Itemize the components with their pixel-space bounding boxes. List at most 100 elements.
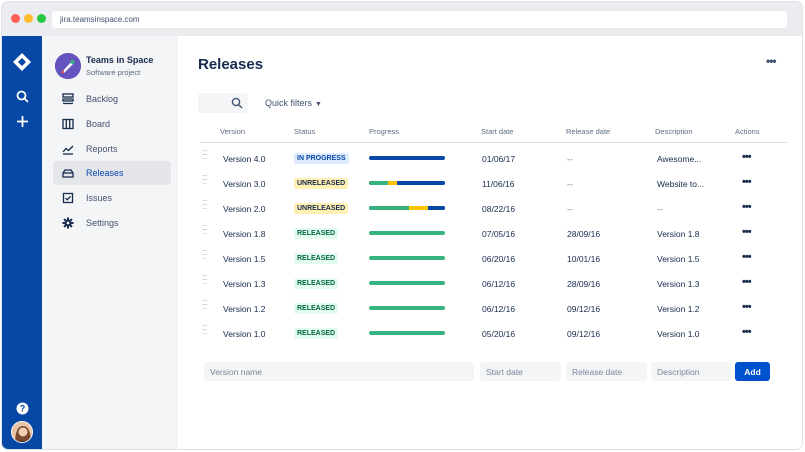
version-name-cell[interactable]: Version 4.0 — [223, 154, 266, 164]
release-date-cell: -- — [567, 204, 573, 214]
progress-bar — [369, 331, 445, 335]
progress-bar — [369, 281, 445, 285]
progress-done-segment — [369, 256, 445, 260]
header-divider — [200, 142, 788, 143]
progress-todo-segment — [428, 206, 445, 210]
sidebar-item-settings[interactable]: Settings — [53, 211, 171, 235]
row-actions-button[interactable]: ••• — [742, 151, 752, 163]
version-name-cell[interactable]: Version 1.3 — [223, 279, 266, 289]
status-lozenge: RELEASED — [294, 328, 339, 339]
drag-handle-icon[interactable]: :::::: — [202, 297, 207, 311]
page-title: Releases — [198, 56, 264, 73]
row-actions-button[interactable]: ••• — [742, 276, 752, 288]
gear-icon — [61, 216, 75, 230]
row-actions-button[interactable]: ••• — [742, 251, 752, 263]
column-header-progress[interactable]: Progress — [369, 127, 400, 136]
drag-handle-icon[interactable]: :::::: — [202, 272, 207, 286]
chevron-down-icon: ▼ — [315, 101, 322, 108]
status-lozenge: RELEASED — [294, 253, 339, 264]
jira-logo-icon[interactable] — [2, 52, 42, 72]
sidebar-item-board[interactable]: Board — [53, 112, 171, 136]
version-name-cell[interactable]: Version 3.0 — [223, 179, 266, 189]
progress-done-segment — [369, 281, 445, 285]
version-name-input[interactable] — [204, 362, 474, 381]
table-row[interactable]: :::::: Version 3.0 UNRELEASED 11/06/16 -- Web… — [178, 170, 802, 195]
row-actions-button[interactable]: ••• — [742, 226, 752, 238]
close-window-button[interactable] — [11, 14, 20, 23]
row-actions-button[interactable]: ••• — [742, 176, 752, 188]
version-name-cell[interactable]: Version 1.8 — [223, 229, 266, 239]
release-date-cell: 09/12/16 — [567, 329, 601, 339]
search-input[interactable] — [198, 93, 248, 113]
progress-todo-segment — [369, 156, 445, 160]
row-actions-button[interactable]: ••• — [742, 326, 752, 338]
progress-bar — [369, 156, 445, 160]
table-row[interactable]: :::::: Version 2.0 UNRELEASED 08/22/16 -- -- •… — [178, 195, 802, 220]
release-date-input[interactable] — [566, 362, 647, 381]
sidebar-item-releases[interactable]: Releases — [53, 161, 171, 185]
drag-handle-icon[interactable]: :::::: — [202, 247, 207, 261]
progress-todo-segment — [397, 181, 445, 185]
description-cell: Version 1.0 — [657, 329, 700, 339]
description-input[interactable] — [651, 362, 731, 381]
sidebar-item-backlog[interactable]: Backlog — [53, 87, 171, 111]
main-content: Releases ••• Quick filters ▼ Version Stat… — [178, 36, 802, 449]
progress-bar — [369, 181, 445, 185]
help-icon[interactable]: ? — [2, 402, 42, 415]
drag-handle-icon[interactable]: :::::: — [202, 172, 207, 186]
description-cell: Awesome... — [657, 154, 702, 164]
status-lozenge: IN PROGRESS — [294, 153, 349, 164]
progress-done-segment — [369, 306, 445, 310]
table-row[interactable]: :::::: Version 1.8 RELEASED 07/05/16 28/09/1… — [178, 220, 802, 245]
column-header-version[interactable]: Version — [220, 127, 246, 136]
start-date-input[interactable] — [480, 362, 561, 381]
add-version-button[interactable]: Add — [735, 362, 770, 381]
version-name-cell[interactable]: Version 2.0 — [223, 204, 266, 214]
releases-icon — [61, 166, 75, 180]
project-avatar[interactable] — [55, 53, 81, 79]
sidebar-item-reports[interactable]: Reports — [53, 137, 171, 161]
create-plus-icon[interactable] — [2, 115, 42, 128]
drag-handle-icon[interactable]: :::::: — [202, 147, 207, 161]
sidebar-item-issues[interactable]: Issues — [53, 186, 171, 210]
backlog-icon — [61, 92, 75, 106]
address-bar[interactable]: jira.teamsinspace.com — [52, 11, 787, 28]
column-header-description[interactable]: Description — [655, 127, 693, 136]
minimize-window-button[interactable] — [24, 14, 33, 23]
quick-filters-dropdown[interactable]: Quick filters ▼ — [265, 98, 322, 108]
drag-handle-icon[interactable]: :::::: — [202, 222, 207, 236]
column-header-release-date[interactable]: Release date — [566, 127, 611, 136]
table-row[interactable]: :::::: Version 4.0 IN PROGRESS 01/06/17 -- Aw… — [178, 145, 802, 170]
table-row[interactable]: :::::: Version 1.2 RELEASED 06/12/16 09/12/1… — [178, 295, 802, 320]
table-row[interactable]: :::::: Version 1.3 RELEASED 06/12/16 28/09/1… — [178, 270, 802, 295]
progress-bar — [369, 256, 445, 260]
sidebar-item-label: Reports — [86, 144, 118, 154]
version-name-cell[interactable]: Version 1.2 — [223, 304, 266, 314]
sidebar-item-label: Backlog — [86, 94, 119, 104]
release-date-cell: 28/09/16 — [567, 229, 601, 239]
version-name-cell[interactable]: Version 1.0 — [223, 329, 266, 339]
progress-done-segment — [369, 231, 445, 235]
release-date-cell: 28/09/16 — [567, 279, 601, 289]
project-name[interactable]: Teams in Space — [86, 55, 154, 65]
description-cell: -- — [657, 204, 663, 214]
progress-done-segment — [369, 331, 445, 335]
maximize-window-button[interactable] — [37, 14, 46, 23]
sidebar-item-label: Releases — [86, 168, 124, 178]
table-row[interactable]: :::::: Version 1.0 RELEASED 05/20/16 09/12/1… — [178, 320, 802, 345]
description-cell: Version 1.8 — [657, 229, 700, 239]
search-icon[interactable] — [2, 90, 42, 103]
column-header-start-date[interactable]: Start date — [481, 127, 514, 136]
description-cell: Version 1.2 — [657, 304, 700, 314]
table-row[interactable]: :::::: Version 1.5 RELEASED 06/20/16 10/01/1… — [178, 245, 802, 270]
user-avatar[interactable] — [11, 421, 33, 443]
row-actions-button[interactable]: ••• — [742, 301, 752, 313]
more-options-button[interactable]: ••• — [766, 54, 777, 68]
version-name-cell[interactable]: Version 1.5 — [223, 254, 266, 264]
reports-icon — [61, 142, 75, 156]
row-actions-button[interactable]: ••• — [742, 201, 752, 213]
release-date-cell: -- — [567, 154, 573, 164]
drag-handle-icon[interactable]: :::::: — [202, 197, 207, 211]
drag-handle-icon[interactable]: :::::: — [202, 322, 207, 336]
column-header-status[interactable]: Status — [294, 127, 316, 136]
